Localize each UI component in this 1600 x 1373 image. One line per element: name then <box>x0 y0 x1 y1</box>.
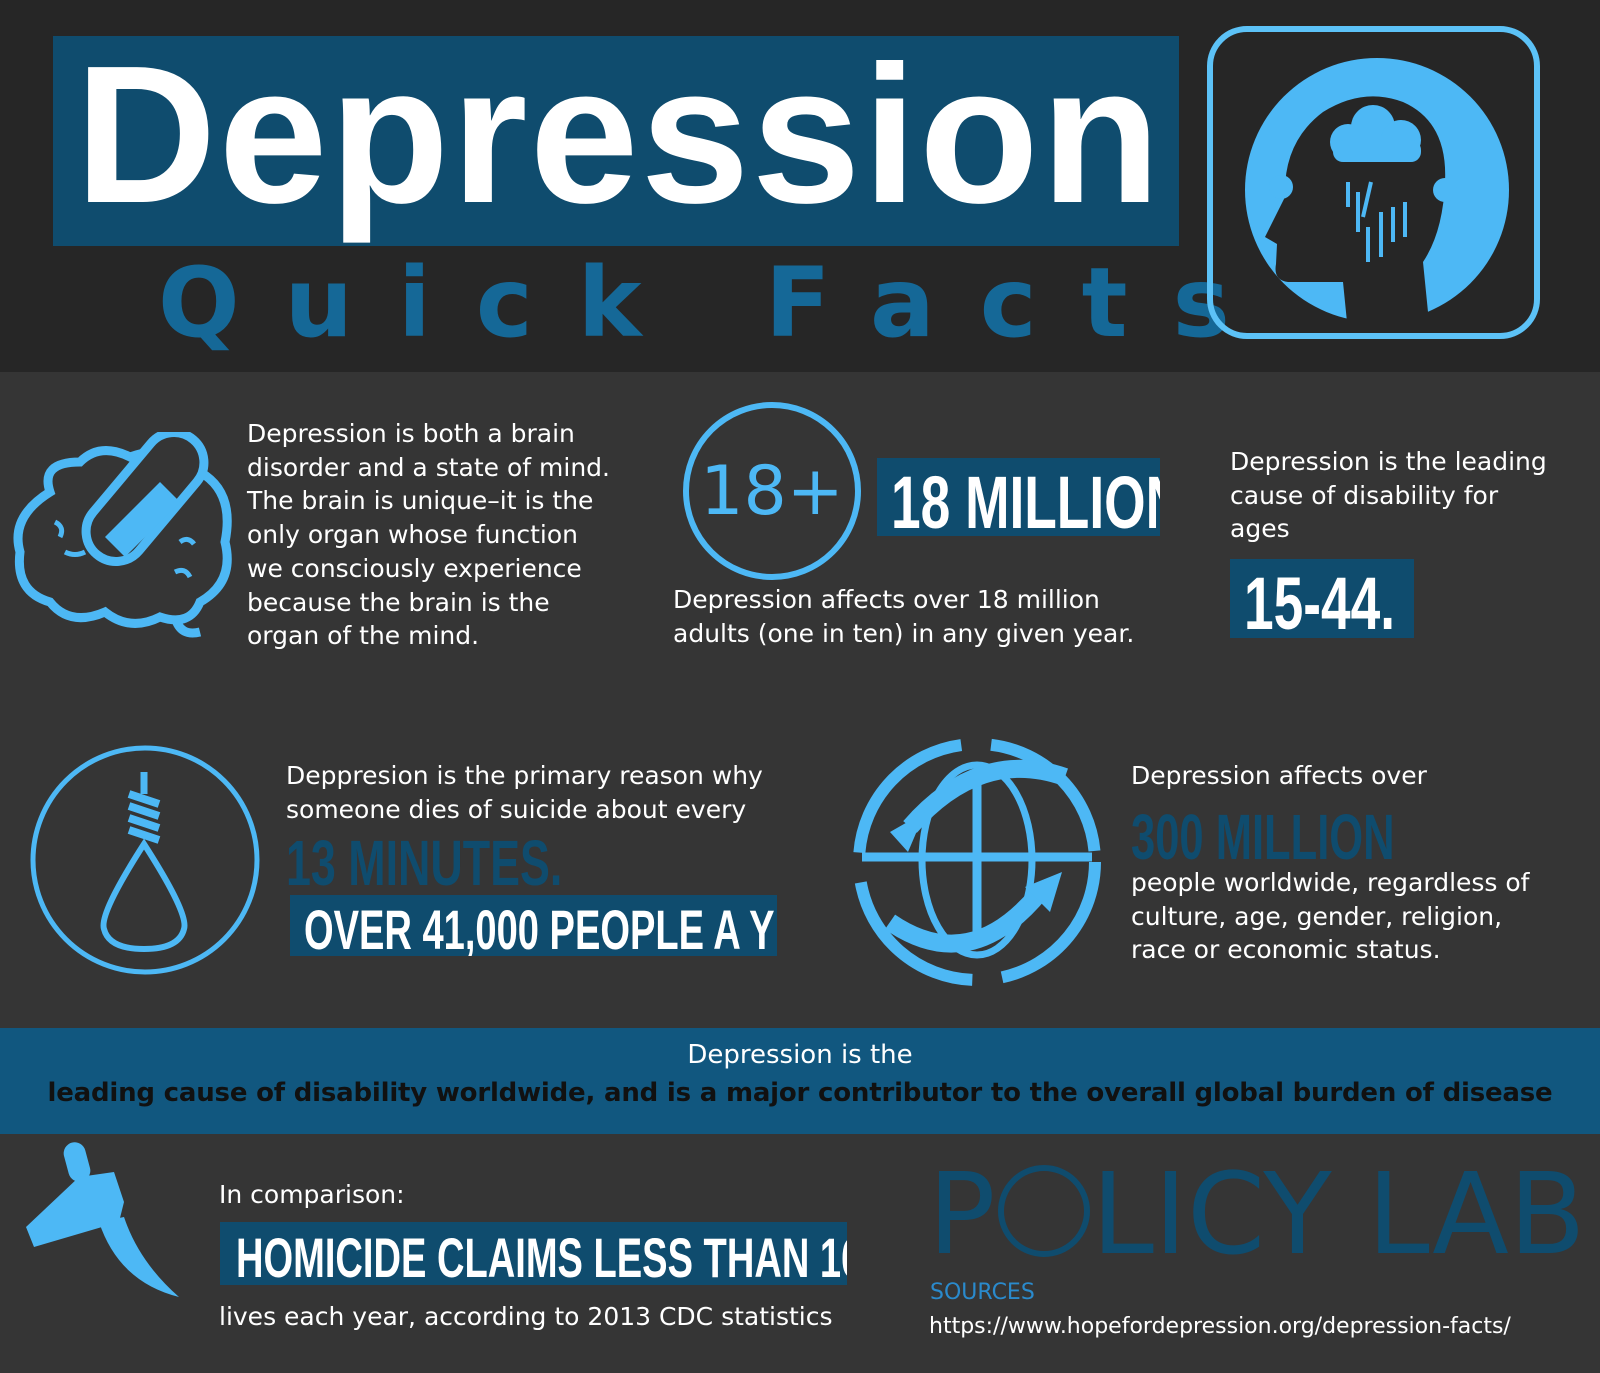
highlight-18-million: 18 MILLION <box>891 461 1160 536</box>
sources-label: SOURCES <box>930 1280 1035 1305</box>
highlight-box: OVER 41,000 PEOPLE A YEAR <box>290 895 777 956</box>
banner-line-2: leading cause of disability worldwide, a… <box>47 1078 1553 1108</box>
comparison-intro: In comparison: <box>219 1180 405 1209</box>
noose-icon <box>29 744 261 980</box>
text-line: ages <box>1230 514 1290 544</box>
text-line: we consciously experience <box>247 553 582 583</box>
age-circle-label: 18+ <box>700 451 844 531</box>
text-line: disorder and a state of mind. <box>247 452 610 482</box>
title-box <box>53 36 1179 246</box>
text-line: Depression affects over 18 million <box>673 585 1100 614</box>
text-line: adults (one in ten) in any given year. <box>673 618 1135 648</box>
banner: Depression is the leading cause of disab… <box>0 1028 1600 1134</box>
age-circle: 18+ <box>683 402 861 580</box>
text-line: organ of the mind. <box>247 621 480 651</box>
highlight-41000: OVER 41,000 PEOPLE A YEAR <box>304 898 777 956</box>
text-line: Depression is the leading <box>1230 447 1547 476</box>
source-link[interactable]: https://www.hopefordepression.org/depres… <box>929 1314 1511 1339</box>
logo-text: LICY LAB <box>1091 1150 1586 1280</box>
text-line: culture, age, gender, religion, <box>1131 901 1503 931</box>
text-line: only organ whose function <box>247 520 579 550</box>
text-line: race or economic status. <box>1131 935 1441 965</box>
worldwide-fact-text: Depression affects over <box>1131 759 1427 793</box>
policy-lab-logo: P LICY LAB <box>928 1159 1586 1271</box>
banner-line-1: Depression is the <box>687 1040 913 1070</box>
page-title: Depression <box>75 25 1163 244</box>
text-line: The brain is unique–it is the <box>247 486 594 516</box>
suicide-fact-text: Deppresion is the primary reason why som… <box>286 759 763 826</box>
highlight-box: 15-44. <box>1230 559 1414 638</box>
brain-with-pill-icon <box>10 428 235 651</box>
text-line: people worldwide, regardless of <box>1131 868 1530 897</box>
text-line: because the brain is the <box>247 587 550 617</box>
ages-fact-text: Depression is the leading cause of disab… <box>1230 445 1547 546</box>
text-line: Depression affects over <box>1131 761 1427 790</box>
text-line: cause of disability for <box>1230 480 1499 510</box>
highlight-ages: 15-44. <box>1244 562 1396 638</box>
brain-fact-text: Depression is both a brain disorder and … <box>247 417 610 653</box>
highlight-box: 18 MILLION <box>877 458 1160 536</box>
head-with-storm-cloud-icon <box>1207 26 1540 339</box>
globe-arrows-icon <box>850 732 1110 996</box>
text-line: Depression is both a brain <box>247 419 575 448</box>
pulse-circle-icon <box>997 1165 1090 1257</box>
comparison-footer: lives each year, according to 2013 CDC s… <box>219 1302 833 1331</box>
emphasis-300-million: 300 MILLION <box>1131 801 1395 873</box>
text-line: someone dies of suicide about every <box>286 794 747 824</box>
highlight-homicide: HOMICIDE CLAIMS LESS THAN 16,000 <box>236 1226 847 1285</box>
text-line: Deppresion is the primary reason why <box>286 761 763 790</box>
emphasis-13-minutes: 13 MINUTES. <box>286 827 563 899</box>
highlight-box: HOMICIDE CLAIMS LESS THAN 16,000 <box>220 1222 847 1285</box>
worldwide-fact-details: people worldwide, regardless of culture,… <box>1131 866 1530 967</box>
knife-icon <box>24 1142 184 1306</box>
logo-text: P <box>928 1150 996 1280</box>
page-subtitle: Quick Facts <box>158 247 1275 359</box>
adults-fact-text: Depression affects over 18 million adult… <box>673 583 1134 650</box>
